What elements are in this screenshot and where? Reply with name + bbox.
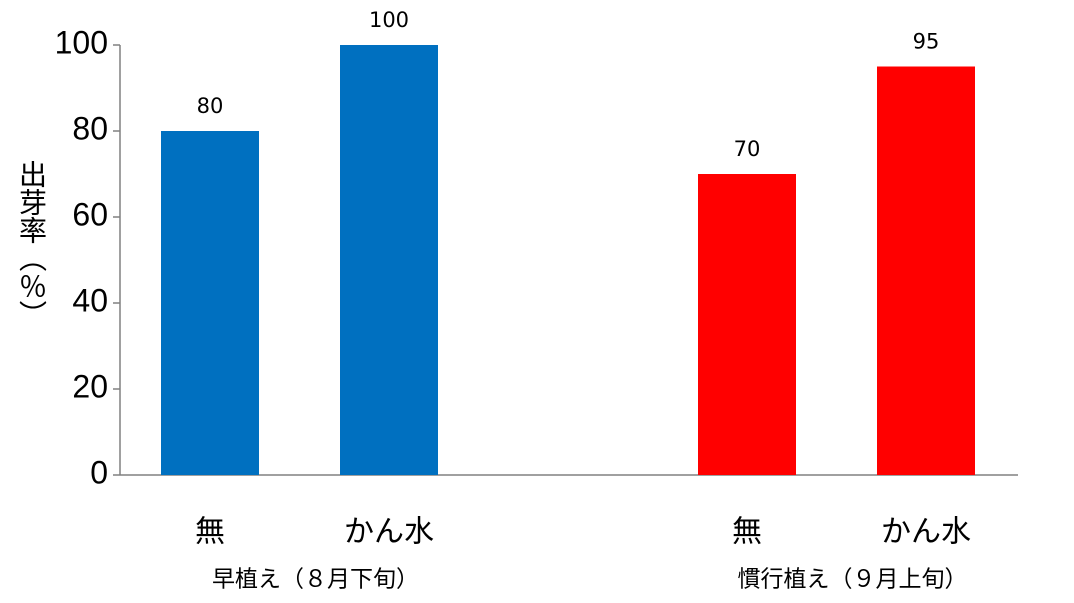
group-label: 慣行植え（９月上旬） xyxy=(738,567,968,593)
value-label: 70 xyxy=(734,137,761,161)
x-tick-label: かん水 xyxy=(881,515,971,550)
y-tick-label: 0 xyxy=(90,454,108,490)
y-tick-label: 60 xyxy=(72,196,108,232)
y-axis-label: 出芽率（％） xyxy=(15,160,48,328)
y-tick-label: 80 xyxy=(72,110,108,146)
bar xyxy=(340,45,438,475)
value-label: 80 xyxy=(197,94,224,118)
x-tick-label: かん水 xyxy=(344,515,434,550)
y-tick-label: 40 xyxy=(72,282,108,318)
x-tick-label: 無 xyxy=(195,515,225,550)
group-label: 早植え（８月下旬） xyxy=(212,567,419,593)
y-tick-label: 100 xyxy=(55,24,108,60)
bar xyxy=(161,131,259,475)
value-label: 95 xyxy=(913,30,940,54)
x-tick-label: 無 xyxy=(732,515,762,550)
value-label: 100 xyxy=(369,8,409,32)
y-tick-label: 20 xyxy=(72,368,108,404)
bar xyxy=(877,66,975,475)
bar xyxy=(698,174,796,475)
